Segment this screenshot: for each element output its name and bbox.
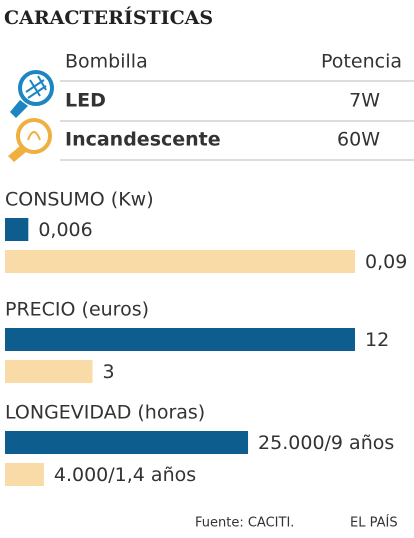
bar (5, 431, 249, 454)
table-header: Potencia (321, 51, 402, 73)
bar (5, 218, 29, 241)
source: Fuente: CACITI. (195, 516, 294, 531)
incandescent-icon (8, 118, 52, 162)
bar (5, 250, 355, 273)
value-label: 12 (365, 329, 389, 351)
table-header: Bombilla (65, 51, 148, 73)
value-label: 25.000/9 años (258, 432, 394, 454)
table-cell: Incandescente (65, 129, 221, 151)
table-cell: LED (65, 90, 106, 112)
credit: EL PAÍS (350, 515, 398, 531)
chart-title: PRECIO (euros) (5, 299, 149, 321)
bar (5, 463, 44, 486)
led-icon (10, 70, 54, 118)
bar (5, 328, 355, 351)
bar (5, 360, 93, 383)
chart-title: CONSUMO (Kw) (5, 189, 154, 211)
title: CARACTERÍSTICAS (4, 6, 213, 29)
value-label: 3 (103, 361, 115, 383)
value-label: 4.000/1,4 años (54, 464, 196, 486)
value-label: 0,006 (38, 219, 92, 241)
chart-title: LONGEVIDAD (horas) (5, 402, 205, 424)
value-label: 0,09 (365, 251, 407, 273)
table-cell: 60W (337, 129, 380, 151)
table-cell: 7W (349, 90, 380, 112)
